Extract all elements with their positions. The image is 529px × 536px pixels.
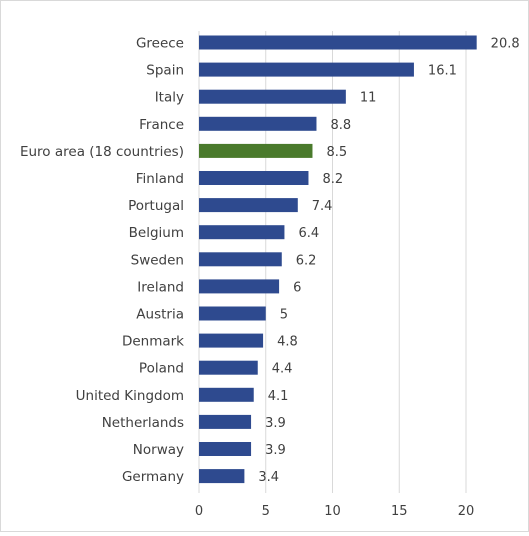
category-label: Germany [122, 469, 184, 485]
bar [199, 360, 258, 375]
category-label: Italy [155, 90, 184, 106]
x-tick-label: 15 [391, 504, 408, 519]
value-label: 4.8 [277, 335, 298, 350]
value-label: 3.9 [265, 416, 286, 431]
value-label: 4.1 [268, 389, 289, 404]
category-label: Poland [139, 361, 184, 377]
bar [199, 279, 280, 294]
bars [199, 35, 477, 484]
value-label: 7.4 [312, 199, 333, 214]
value-label: 11 [360, 91, 377, 106]
bar [199, 35, 477, 50]
category-label: Finland [136, 171, 184, 187]
value-label: 16.1 [428, 64, 457, 79]
category-label: France [139, 117, 184, 133]
bar [199, 225, 285, 240]
bar [199, 116, 317, 131]
category-label: Portugal [128, 198, 184, 214]
value-label: 6.2 [296, 253, 317, 268]
bar [199, 171, 309, 185]
bar [199, 469, 245, 484]
value-label: 4.4 [272, 362, 293, 377]
category-label: Ireland [137, 279, 184, 295]
x-tick-label: 5 [262, 504, 270, 519]
category-labels: Greece Spain Italy France Euro area (18 coun… [20, 36, 184, 486]
category-label: Belgium [129, 225, 184, 241]
x-tick-label: 10 [324, 504, 341, 519]
category-label: Spain [146, 63, 184, 79]
category-label: Norway [133, 442, 184, 458]
bar [199, 414, 252, 429]
category-label: Sweden [131, 252, 184, 268]
bar [199, 442, 252, 456]
bar [199, 252, 282, 267]
category-label: United Kingdom [76, 388, 184, 404]
value-label: 8.2 [322, 172, 343, 187]
value-labels: 20.8 16.1 11 8.8 8.5 8.2 7.4 6.4 6.2 65 4.8 4.4 4.1 3… [258, 37, 519, 486]
bar [199, 62, 414, 77]
value-label: 5 [280, 308, 288, 323]
x-tick-label: 0 [195, 504, 203, 519]
value-label: 8.8 [330, 118, 351, 133]
category-label: Euro area (18 countries) [20, 144, 184, 160]
value-label: 6.4 [298, 226, 319, 241]
bar-highlight [199, 143, 313, 158]
bar [199, 89, 346, 104]
category-label: Austria [136, 307, 184, 323]
value-label: 3.9 [265, 443, 286, 458]
category-label: Greece [136, 36, 184, 52]
value-label: 6 [293, 280, 301, 295]
bar [199, 198, 298, 213]
value-label: 20.8 [491, 37, 520, 52]
bar [199, 306, 266, 321]
value-label: 3.4 [258, 470, 279, 485]
category-label: Denmark [122, 334, 184, 350]
bar [199, 387, 254, 402]
bar [199, 333, 264, 348]
x-tick-labels: 0 5 10 15 20 [195, 504, 474, 519]
x-tick-label: 20 [458, 504, 475, 519]
category-label: Netherlands [102, 415, 184, 431]
value-label: 8.5 [326, 145, 347, 160]
